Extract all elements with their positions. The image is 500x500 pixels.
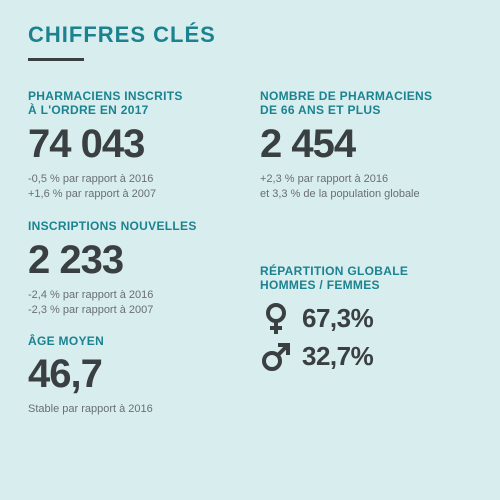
note-inscrits-1: -0,5 % par rapport à 2016 (28, 172, 240, 187)
male-icon (260, 341, 292, 373)
value-male: 32,7% (302, 341, 373, 372)
note-nouvelles-1: -2,4 % par rapport à 2016 (28, 288, 240, 303)
value-inscrits: 74 043 (28, 124, 240, 164)
note-inscrits-2: +1,6 % par rapport à 2007 (28, 187, 240, 202)
block-inscrits: PHARMACIENS INSCRITSÀ L'ORDRE EN 2017 74… (28, 89, 240, 201)
row-male: 32,7% (260, 341, 472, 373)
left-lower-stack: INSCRIPTIONS NOUVELLES 2 233 -2,4 % par … (28, 219, 240, 416)
female-icon (260, 303, 292, 335)
label-repartition: RÉPARTITION GLOBALEHOMMES / FEMMES (260, 264, 472, 293)
block-nouvelles: INSCRIPTIONS NOUVELLES 2 233 -2,4 % par … (28, 219, 240, 317)
label-inscrits: PHARMACIENS INSCRITSÀ L'ORDRE EN 2017 (28, 89, 240, 118)
label-age-moyen: ÂGE MOYEN (28, 334, 240, 348)
value-age-moyen: 46,7 (28, 354, 240, 394)
section-title: CHIFFRES CLÉS (28, 22, 472, 48)
value-female: 67,3% (302, 303, 373, 334)
note-age-moyen: Stable par rapport à 2016 (28, 402, 240, 417)
note-age66-2: et 3,3 % de la population globale (260, 187, 472, 202)
stats-grid: PHARMACIENS INSCRITSÀ L'ORDRE EN 2017 74… (28, 89, 472, 417)
row-female: 67,3% (260, 303, 472, 335)
value-nouvelles: 2 233 (28, 240, 240, 280)
note-age66-1: +2,3 % par rapport à 2016 (260, 172, 472, 187)
title-rule (28, 58, 84, 61)
block-age-moyen: ÂGE MOYEN 46,7 Stable par rapport à 2016 (28, 334, 240, 417)
label-nouvelles: INSCRIPTIONS NOUVELLES (28, 219, 240, 233)
value-age66: 2 454 (260, 124, 472, 164)
block-age66: NOMBRE DE PHARMACIENSDE 66 ANS ET PLUS 2… (260, 89, 472, 201)
note-nouvelles-2: -2,3 % par rapport à 2007 (28, 303, 240, 318)
block-repartition: RÉPARTITION GLOBALEHOMMES / FEMMES 67,3%… (260, 264, 472, 373)
label-age66: NOMBRE DE PHARMACIENSDE 66 ANS ET PLUS (260, 89, 472, 118)
